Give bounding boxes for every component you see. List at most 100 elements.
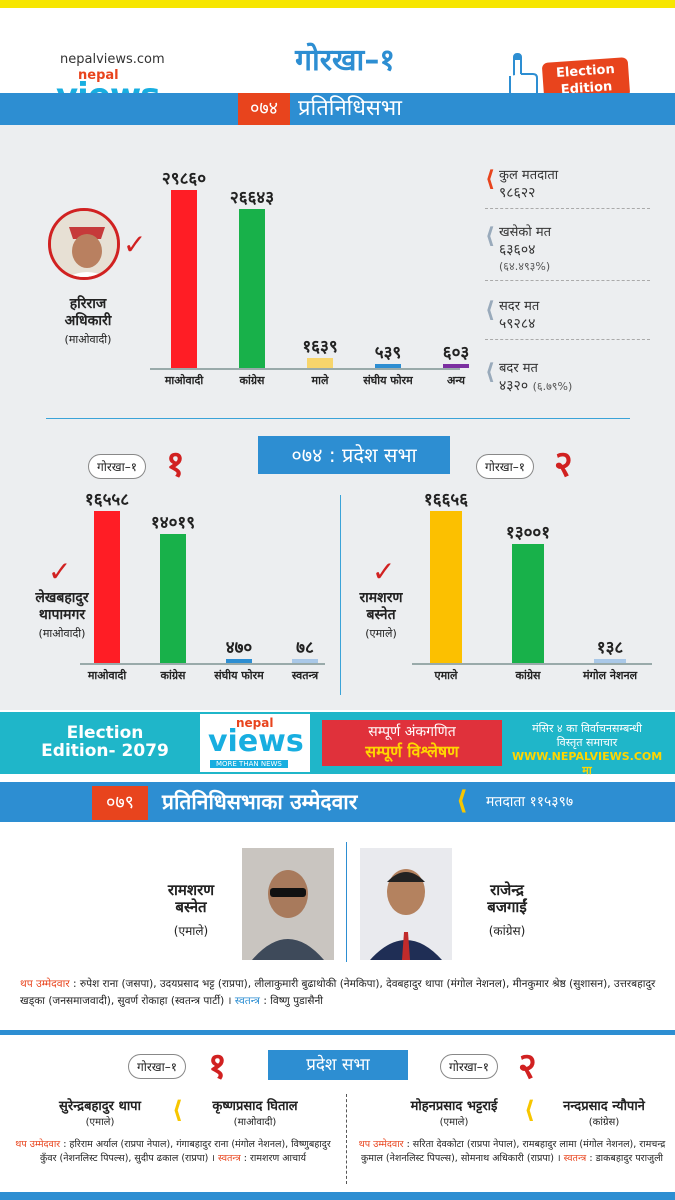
category-label: एमाले <box>434 669 458 682</box>
bar-value-label: १६३९ <box>302 337 338 358</box>
bar-3 <box>292 659 318 663</box>
stat-invalid-votes: ⟨ बदर मत ४३२० (६.७९%) <box>485 360 573 394</box>
category-label: कांग्रेस <box>160 669 186 682</box>
stat-mark-icon: ⟨ <box>485 167 496 192</box>
edition-text: Election Edition- 2079 <box>41 723 169 761</box>
section-divider <box>46 418 630 419</box>
site-url[interactable]: nepalviews.com <box>60 52 165 67</box>
hor-title: प्रतिनिधिसभा <box>298 96 402 121</box>
winner-party: (माओवादी) <box>38 627 86 640</box>
category-label: माओवादी <box>87 669 127 682</box>
winner-check-icon: ✓ <box>48 555 72 588</box>
bar-value-label: ७८ <box>296 638 314 658</box>
candidate-ramsharan-party: (एमाले) <box>173 924 209 938</box>
chart-baseline <box>412 663 652 665</box>
bar-1 <box>512 544 544 663</box>
divider-mark-icon: ⟨ <box>524 1096 535 1124</box>
constituency-tag-1: गोरखा–१ <box>88 454 146 479</box>
candidate-nandaprasad: नन्दप्रसाद न्यौपाने (कांग्रेस) <box>563 1099 645 1128</box>
pradesh-2079-title: प्रदेश सभा <box>268 1050 408 1080</box>
year-074-tag: ०७४ <box>238 93 290 125</box>
category-label: कांग्रेस <box>239 374 265 387</box>
constituency-tag-2: गोरखा–१ <box>476 454 534 479</box>
stat-mark-icon: ⟨ <box>485 224 496 249</box>
winner-check-icon: ✓ <box>372 555 396 588</box>
banner-more-info: मंसिर ४ का विर्वाचनसम्बन्धी विस्तृत समाच… <box>512 722 663 777</box>
bar-1 <box>160 534 186 663</box>
banner-url[interactable]: WWW.NEPALVIEWS.COM मा <box>512 750 663 777</box>
hor-header-bar <box>0 93 675 125</box>
bar-0 <box>94 511 120 663</box>
bar-value-label: १३००१ <box>505 523 551 544</box>
stat-mark-icon: ⟨ <box>485 360 496 385</box>
candidate-rajendra-name: राजेन्द्र बजगाईं <box>487 881 527 916</box>
bar-value-label: १३८ <box>596 638 624 658</box>
chart-baseline <box>150 368 460 370</box>
winner-name: हरिराज अधिकारी <box>64 296 112 329</box>
pradesh-number-1: १ <box>208 1046 227 1087</box>
winner-name-ramsharan: रामशरण बस्नेत <box>359 590 403 623</box>
banner-logo: nepal views MORE THAN NEWS <box>200 714 310 772</box>
bar-value-label: ४७० <box>225 637 253 658</box>
category-label: माओवादी <box>164 374 204 387</box>
pradesh-2-bar-chart: १६६५६ एमाले १३००१ कांग्रेस १३८ मंगोल नेशनल <box>412 480 652 705</box>
winner-name-lekhbahadur: लेखबहादुर थापामगर <box>35 590 89 623</box>
pradesh-divider <box>346 1094 347 1184</box>
pradesh-number-1: १ <box>166 444 185 485</box>
bottom-accent-bar <box>0 1192 675 1200</box>
other-candidates-2: थप उम्मेदवार : सरिता देवकोटा (राप्रपा ने… <box>358 1139 666 1164</box>
constituency-tag-1: गोरखा–१ <box>128 1054 186 1079</box>
pradesh-number-2: २ <box>518 1046 537 1087</box>
pradesh-1-bar-chart: १६५५८ माओवादी १४०१९ कांग्रेस ४७० संघीय फोरम ७८… <box>80 480 335 705</box>
candidate-divider <box>346 842 347 962</box>
divider-mark-icon: ⟨ <box>172 1096 183 1124</box>
top-accent-bar <box>0 0 675 8</box>
bar-value-label: ५३९ <box>374 343 402 363</box>
banner-highlight: सम्पूर्ण अंकगणित सम्पूर्ण विश्लेषण <box>322 720 502 766</box>
other-candidates-1: थप उम्मेदवार : हरिराम अर्याल (राप्रपा ने… <box>15 1139 331 1164</box>
chart-baseline <box>80 663 325 665</box>
pradesh-number-2: २ <box>554 444 573 485</box>
bar-value-label: १६५५८ <box>84 490 130 510</box>
bar-value-label: १६६५६ <box>423 490 469 510</box>
stat-mark-icon: ⟨ <box>485 298 496 323</box>
category-label: कांग्रेस <box>515 669 541 682</box>
bar-3 <box>375 364 401 368</box>
candidate-ramsharan-photo <box>242 848 334 960</box>
section-divider-2079 <box>0 1030 675 1035</box>
category-label: स्वतन्त्र <box>291 669 319 682</box>
year-079-tag: ०७९ <box>92 786 148 820</box>
bar-0 <box>171 190 197 368</box>
winner-check-icon: ✓ <box>123 228 147 261</box>
winner-party: (माओवादी) <box>64 333 112 346</box>
bar-0 <box>430 511 462 663</box>
bar-2 <box>594 659 626 663</box>
candidate-mohanprasad: मोहनप्रसाद भट्टराई (एमाले) <box>410 1099 498 1128</box>
category-label: अन्य <box>446 374 466 387</box>
stat-total-voters: ⟨ कुल मतदाता ९८६२२ <box>485 165 650 209</box>
pradesh-2074-title: ०७४ : प्रदेश सभा <box>258 436 450 474</box>
winner-photo-hariraj <box>48 208 120 280</box>
candidate-ramsharan-name: रामशरण बस्नेत <box>167 881 215 916</box>
stat-valid-votes: ⟨ सदर मत ५९२८४ <box>485 296 650 340</box>
hor-2079-title: प्रतिनिधिसभाका उम्मेदवार <box>162 790 358 814</box>
stat-votes-cast: ⟨ खसेको मत ६३६०४ (६४.४९३%) <box>485 222 650 281</box>
voters-2079: मतदाता ११५३९७ <box>486 794 574 810</box>
constituency-title: गोरखा–१ <box>295 43 395 78</box>
winner-party: (एमाले) <box>365 627 397 640</box>
constituency-tag-2: गोरखा–१ <box>440 1054 498 1079</box>
category-label: संघीय फोरम <box>214 669 264 682</box>
election-edition-banner[interactable]: Election Edition- 2079 nepal views MORE … <box>0 712 675 777</box>
candidate-krishnaprasad: कृष्णप्रसाद घिताल (माओवादी) <box>212 1099 298 1128</box>
category-label: माले <box>311 374 329 387</box>
vertical-divider <box>340 495 341 695</box>
candidate-surendra: सुरेन्द्रबहादुर थापा (एमाले) <box>59 1099 141 1128</box>
bar-value-label: ६०३ <box>442 343 470 363</box>
bar-2 <box>307 358 333 368</box>
candidate-rajendra-photo <box>360 848 452 960</box>
hor-2074-bar-chart: २९८६० माओवादी २६६४३ कांग्रेस १६३९ माले ५३९ संघी… <box>150 160 470 400</box>
bar-4 <box>443 364 469 368</box>
divider-mark-icon: ⟨ <box>456 786 468 816</box>
bar-1 <box>239 209 265 368</box>
category-label: मंगोल नेशनल <box>582 669 638 682</box>
